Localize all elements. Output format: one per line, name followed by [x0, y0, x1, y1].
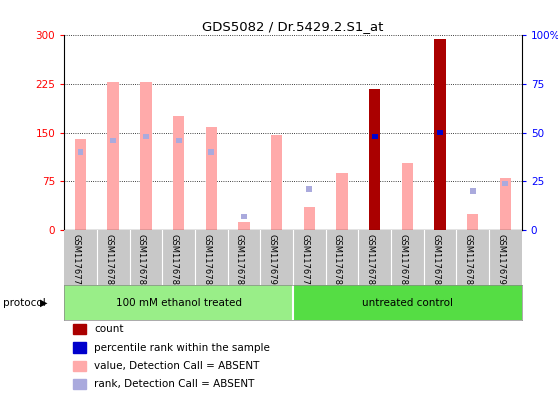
Bar	[470, 188, 475, 194]
Text: GSM1176780: GSM1176780	[333, 234, 342, 290]
Bar	[402, 163, 413, 230]
Text: GSM1176783: GSM1176783	[137, 234, 146, 291]
FancyBboxPatch shape	[293, 285, 522, 320]
Bar	[241, 214, 247, 219]
Bar	[140, 82, 152, 230]
Text: GSM1176785: GSM1176785	[170, 234, 179, 290]
Text: rank, Detection Call = ABSENT: rank, Detection Call = ABSENT	[94, 379, 254, 389]
Text: GSM1176784: GSM1176784	[398, 234, 407, 290]
Bar	[502, 181, 508, 186]
Bar	[271, 134, 282, 230]
Text: GSM1176787: GSM1176787	[202, 234, 211, 291]
Text: GSM1176779: GSM1176779	[71, 234, 80, 290]
Text: ▶: ▶	[40, 298, 47, 308]
Bar	[176, 138, 181, 143]
Bar	[369, 88, 381, 230]
Bar	[143, 134, 149, 139]
Text: GSM1176786: GSM1176786	[431, 234, 440, 291]
Bar	[208, 149, 214, 155]
Text: value, Detection Call = ABSENT: value, Detection Call = ABSENT	[94, 361, 259, 371]
Text: GSM1176791: GSM1176791	[268, 234, 277, 290]
Bar	[75, 139, 86, 230]
Bar	[73, 324, 86, 334]
Bar	[467, 214, 478, 230]
Bar	[304, 207, 315, 230]
Text: 100 mM ethanol treated: 100 mM ethanol treated	[116, 298, 242, 308]
Text: GSM1176788: GSM1176788	[464, 234, 473, 291]
Bar	[205, 127, 217, 230]
Text: untreated control: untreated control	[362, 298, 453, 308]
Text: GSM1176790: GSM1176790	[497, 234, 506, 290]
Bar	[499, 178, 511, 230]
Text: GSM1176789: GSM1176789	[235, 234, 244, 290]
Text: GSM1176778: GSM1176778	[300, 234, 309, 291]
Text: count: count	[94, 324, 123, 334]
Text: GSM1176782: GSM1176782	[365, 234, 374, 290]
Text: protocol: protocol	[3, 298, 46, 308]
Title: GDS5082 / Dr.5429.2.S1_at: GDS5082 / Dr.5429.2.S1_at	[202, 20, 384, 33]
Bar	[173, 116, 184, 230]
Bar	[73, 361, 86, 371]
Bar	[108, 82, 119, 230]
FancyBboxPatch shape	[64, 285, 293, 320]
Bar	[73, 342, 86, 353]
Bar	[238, 222, 249, 230]
Bar	[73, 379, 86, 389]
Text: percentile rank within the sample: percentile rank within the sample	[94, 343, 270, 353]
Bar	[437, 130, 443, 135]
Bar	[78, 149, 84, 155]
Bar	[336, 173, 348, 230]
Bar	[434, 39, 446, 230]
Bar	[372, 134, 378, 139]
Bar	[110, 138, 116, 143]
Bar	[306, 186, 312, 192]
Text: GSM1176781: GSM1176781	[104, 234, 113, 290]
